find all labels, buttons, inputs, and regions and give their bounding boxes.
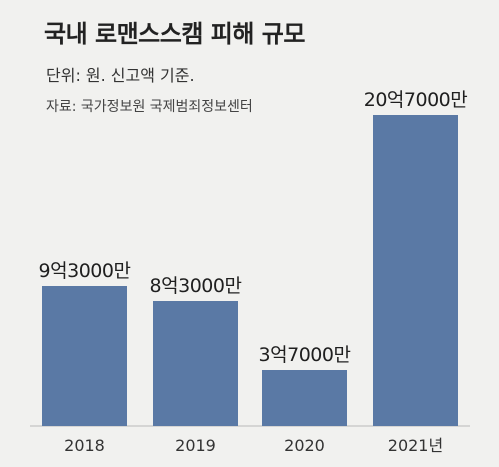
value-label-0: 9억3000만 xyxy=(39,260,131,282)
value-label-3: 20억7000만 xyxy=(364,89,468,111)
bar-3 xyxy=(373,115,458,426)
chart-source: 자료: 국가정보원 국제범죄정보센터 xyxy=(46,99,253,115)
bar-0 xyxy=(42,286,127,426)
category-label-0: 2018 xyxy=(64,436,105,455)
value-label-1: 8억3000만 xyxy=(150,275,242,297)
bar-2 xyxy=(262,370,347,426)
chart-title: 국내 로맨스스캠 피해 규모 xyxy=(44,20,305,48)
category-label-1: 2019 xyxy=(175,436,216,455)
chart-subtitle: 단위: 원. 신고액 기준. xyxy=(46,66,195,85)
value-label-2: 3억7000만 xyxy=(259,344,351,366)
category-label-3: 2021년 xyxy=(388,436,443,455)
category-label-2: 2020 xyxy=(284,436,325,455)
bar-1 xyxy=(153,301,238,426)
